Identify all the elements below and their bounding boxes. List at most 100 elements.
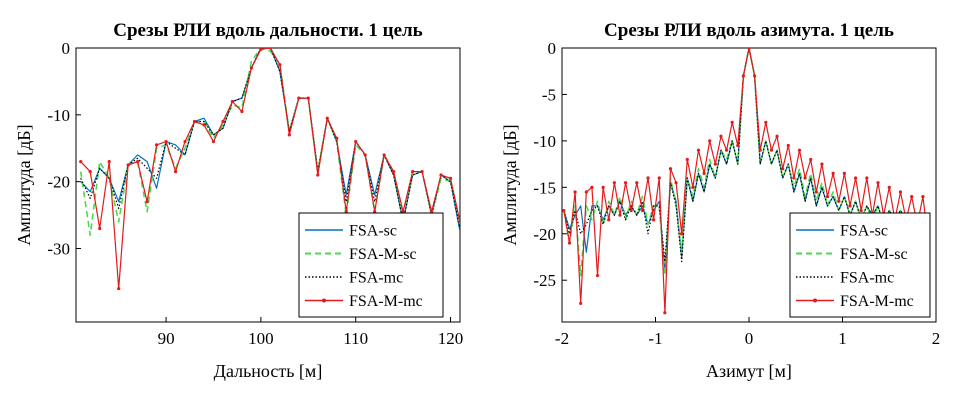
data-point (335, 136, 339, 140)
series-line-fsa-mc (563, 48, 930, 263)
data-point (287, 133, 291, 137)
data-point (865, 176, 869, 180)
data-point (657, 176, 661, 180)
data-point (741, 74, 745, 78)
data-point (154, 143, 159, 147)
data-point (192, 119, 197, 124)
data-point (392, 170, 396, 174)
data-point (354, 139, 358, 144)
chart-range-cut: Срезы РЛИ вдоль дальности. 1 цель 90 100 11… (14, 20, 463, 381)
data-point (736, 143, 740, 148)
chart-azimuth-cut: Срезы РЛИ вдоль азимута. 1 цель-2 -1 0 1 20-… (500, 20, 940, 381)
data-point (629, 208, 633, 213)
data-point (164, 139, 168, 144)
data-point (221, 119, 225, 124)
data-point (420, 170, 424, 174)
series-line-fsa-m-sc (79, 48, 460, 236)
data-point (898, 190, 903, 194)
data-point (117, 286, 121, 291)
data-point (316, 173, 320, 177)
data-point (640, 208, 645, 213)
data-point (820, 162, 824, 166)
data-point (126, 163, 130, 167)
data-point (848, 204, 852, 208)
legend-marker (322, 298, 326, 303)
data-point (674, 181, 678, 185)
x-tick-label: 90 (158, 329, 175, 348)
series-line-fsa-m-mc (563, 48, 930, 314)
data-point (98, 226, 102, 231)
legend-marker (813, 298, 817, 303)
data-point (297, 96, 301, 100)
data-point (747, 48, 751, 50)
data-point (590, 185, 594, 189)
y-tick-label: -25 (533, 271, 556, 290)
data-point (240, 109, 244, 114)
data-point (612, 181, 616, 185)
data-point (837, 199, 841, 203)
data-point (607, 218, 611, 222)
data-point (278, 63, 282, 67)
data-point (306, 96, 310, 100)
y-tick-label: -30 (47, 239, 70, 258)
data-point (325, 116, 329, 120)
legend-entry: FSA-mc (840, 270, 894, 287)
data-point (719, 134, 723, 138)
data-point (202, 123, 206, 127)
y-axis-label: Амплитуда [дБ] (14, 124, 34, 245)
y-tick-label: -20 (47, 173, 70, 192)
data-point (814, 190, 818, 194)
data-point (842, 171, 846, 175)
data-point (173, 170, 178, 174)
legend-entry: FSA-M-sc (349, 246, 417, 263)
data-point (259, 48, 263, 51)
data-point (584, 190, 588, 194)
data-point (764, 120, 768, 124)
data-point (685, 157, 689, 162)
data-point (573, 190, 577, 194)
data-point (803, 176, 807, 180)
chart-title: Срезы РЛИ вдоль дальности. 1 цель (113, 20, 422, 41)
x-tick-label: -1 (648, 329, 662, 348)
y-tick-label: -15 (533, 178, 556, 197)
data-point (696, 148, 701, 152)
data-point (724, 148, 729, 152)
data-point (448, 176, 453, 180)
data-point (713, 162, 717, 166)
data-point (853, 176, 858, 180)
series-line-fsa-mc (80, 48, 460, 229)
data-point (702, 171, 706, 175)
data-point (136, 160, 140, 164)
data-point (769, 148, 774, 152)
data-point (691, 185, 695, 189)
data-point (680, 232, 684, 236)
x-tick-label: 110 (343, 329, 368, 348)
data-point (753, 74, 757, 78)
data-point (708, 139, 712, 143)
data-point (781, 167, 785, 171)
x-axis-label: Дальность [м] (214, 361, 323, 381)
data-point (230, 99, 235, 104)
data-point (595, 273, 600, 278)
chart-title: Срезы РЛИ вдоль азимута. 1 цель (604, 20, 894, 41)
series-line-fsa-sc (80, 48, 460, 232)
data-point (663, 311, 667, 315)
data-point (809, 157, 813, 162)
y-tick-label: -20 (533, 225, 556, 244)
data-point (382, 153, 386, 157)
y-tick-label: 0 (62, 39, 71, 58)
legend-entry: FSA-M-mc (349, 293, 423, 310)
data-point (831, 171, 835, 175)
data-point (579, 301, 583, 306)
data-point (797, 148, 802, 152)
data-point (859, 208, 863, 213)
x-tick-label: 2 (932, 329, 941, 348)
data-point (921, 195, 925, 199)
data-point (145, 200, 149, 204)
y-axis-label: Амплитуда [дБ] (500, 124, 520, 245)
data-point (910, 195, 914, 199)
data-point (107, 160, 111, 164)
data-point (635, 181, 639, 185)
data-point (775, 134, 779, 138)
